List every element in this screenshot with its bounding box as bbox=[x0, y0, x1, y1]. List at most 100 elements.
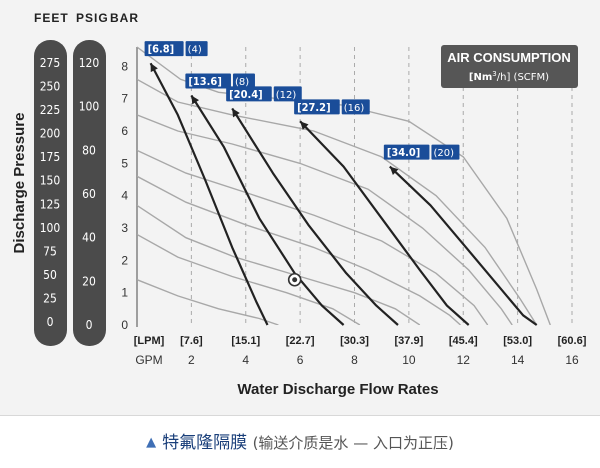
curve-label-bracket: [34.0] bbox=[387, 146, 420, 159]
air-curves bbox=[137, 46, 551, 325]
psig-header: PSIG bbox=[76, 11, 109, 25]
curve-label-paren-bg bbox=[431, 144, 460, 160]
air-box-title: AIR CONSUMPTION bbox=[447, 50, 571, 65]
bar-tick-label: 0 bbox=[121, 318, 128, 332]
bar-tick-label: 4 bbox=[121, 189, 128, 203]
psig-tick-label: 80 bbox=[82, 143, 96, 157]
curve-label-paren: (20) bbox=[433, 148, 454, 159]
curve-label-paren-bg bbox=[273, 86, 302, 102]
feet-tick-label: 100 bbox=[40, 221, 61, 235]
feet-tick-label: 275 bbox=[40, 56, 61, 70]
y-axis-label: Discharge Pressure bbox=[11, 113, 28, 254]
feet-tick-label: 75 bbox=[43, 244, 57, 258]
curve-label-paren: (12) bbox=[276, 90, 297, 101]
lpm-tick-label: [60.6] bbox=[558, 335, 587, 347]
air-consumption-curve bbox=[137, 78, 538, 325]
feet-tick-label: 250 bbox=[40, 80, 61, 94]
feet-tick-label: 125 bbox=[40, 197, 61, 211]
air-consumption-box bbox=[441, 45, 578, 88]
air-consumption-curve bbox=[137, 114, 513, 325]
lpm-tick-label: [15.1] bbox=[231, 335, 260, 347]
curve-label-paren: (8) bbox=[235, 77, 249, 88]
curve-label-bg bbox=[185, 73, 231, 89]
gpm-tick-label: 6 bbox=[297, 353, 304, 367]
gpm-tick-label: 16 bbox=[565, 353, 579, 367]
gpm-tick-label: 10 bbox=[402, 353, 416, 367]
air-box-subtitle: [Nm3/h] (SCFM) bbox=[469, 70, 549, 83]
bar-header: BAR bbox=[110, 11, 139, 25]
caption-note: (输送介质是水 — 入口为正压) bbox=[252, 434, 454, 452]
air-consumption-curve bbox=[137, 175, 461, 325]
curve-arrowhead bbox=[232, 108, 240, 118]
psig-tick-label: 120 bbox=[79, 56, 100, 70]
lpm-tick-label: [7.6] bbox=[180, 335, 203, 347]
feet-tick-label: 0 bbox=[47, 315, 54, 329]
curve-arrowhead bbox=[150, 63, 158, 73]
curve-label-bracket: [27.2] bbox=[297, 101, 330, 114]
lpm-tick-label: [LPM] bbox=[134, 335, 165, 347]
gpm-tick-label: 12 bbox=[457, 353, 471, 367]
operating-point-dot bbox=[292, 277, 298, 283]
gpm-tick-label: 14 bbox=[511, 353, 525, 367]
curve-label-paren-bg bbox=[341, 99, 370, 115]
lpm-tick-label: [22.7] bbox=[286, 335, 315, 347]
bar-tick-label: 5 bbox=[121, 156, 128, 170]
psig-tick-label: 40 bbox=[82, 231, 96, 245]
performance-chart: [6.8] (4) [13.6] (8)[20.4] (12)[27.2] (16) [34… bbox=[11, 11, 587, 398]
bar-tick-label: 1 bbox=[121, 286, 128, 300]
caption-title: 特氟隆隔膜 bbox=[162, 433, 248, 453]
air-consumption-curve bbox=[137, 149, 489, 325]
curve-label-paren: (4) bbox=[188, 45, 202, 56]
curve-label-bg bbox=[383, 144, 430, 160]
performance-curve bbox=[190, 94, 345, 326]
curve-label-bg bbox=[226, 86, 272, 102]
caption: ▲ 特氟隆隔膜 (输送介质是水 — 入口为正压) bbox=[0, 428, 600, 453]
chart-panel: [6.8] (4) [13.6] (8) [20.4] (12) [27.2] (16) [34… bbox=[0, 0, 600, 416]
performance-curve bbox=[149, 62, 269, 326]
feet-tick-label: 50 bbox=[43, 268, 57, 282]
performance-curve bbox=[389, 165, 538, 326]
psig-axis-pill bbox=[73, 40, 106, 346]
feet-tick-label: 200 bbox=[40, 127, 61, 141]
feet-tick-label: 150 bbox=[40, 174, 61, 188]
performance-curve bbox=[299, 120, 470, 326]
bar-tick-label: 8 bbox=[121, 59, 128, 73]
bar-tick-label: 6 bbox=[121, 124, 128, 138]
feet-header: FEET bbox=[34, 11, 69, 25]
psig-tick-label: 0 bbox=[86, 318, 93, 332]
curve-label-bg bbox=[144, 41, 184, 57]
lpm-tick-label: [45.4] bbox=[449, 335, 478, 347]
lpm-tick-label: [37.9] bbox=[395, 335, 424, 347]
feet-tick-label: 175 bbox=[40, 150, 61, 164]
lpm-tick-label: [30.3] bbox=[340, 335, 369, 347]
gpm-tick-label: 8 bbox=[351, 353, 358, 367]
curve-arrowhead bbox=[389, 166, 399, 176]
gpm-tick-label: GPM bbox=[135, 353, 162, 367]
curve-label-paren: (16) bbox=[344, 103, 365, 114]
feet-tick-label: 225 bbox=[40, 103, 61, 117]
gpm-tick-label: 2 bbox=[188, 353, 195, 367]
x-axis-label: Water Discharge Flow Rates bbox=[237, 381, 438, 398]
performance-curve bbox=[231, 107, 399, 326]
curve-label-bracket: [13.6] bbox=[188, 75, 221, 88]
gpm-tick-label: 4 bbox=[242, 353, 249, 367]
bar-tick-label: 2 bbox=[121, 253, 128, 267]
lpm-tick-label: [53.0] bbox=[503, 335, 532, 347]
feet-tick-label: 25 bbox=[43, 291, 57, 305]
feet-axis-pill bbox=[34, 40, 67, 346]
curve-arrowhead bbox=[300, 121, 309, 130]
curve-arrowhead bbox=[191, 95, 200, 105]
bar-tick-label: 7 bbox=[121, 92, 128, 106]
curve-label-bracket: [6.8] bbox=[148, 43, 175, 56]
curve-label-paren-bg bbox=[185, 41, 208, 57]
bar-tick-label: 3 bbox=[121, 221, 128, 235]
curve-label-bracket: [20.4] bbox=[229, 88, 262, 101]
triangle-icon: ▲ bbox=[146, 435, 157, 450]
air-consumption-curve bbox=[137, 233, 361, 325]
curve-label-bg bbox=[294, 99, 340, 115]
air-consumption-curve bbox=[137, 46, 551, 325]
psig-tick-label: 100 bbox=[79, 100, 100, 114]
psig-tick-label: 60 bbox=[82, 187, 96, 201]
curve-label-paren-bg bbox=[232, 73, 255, 89]
psig-tick-label: 20 bbox=[82, 274, 96, 288]
